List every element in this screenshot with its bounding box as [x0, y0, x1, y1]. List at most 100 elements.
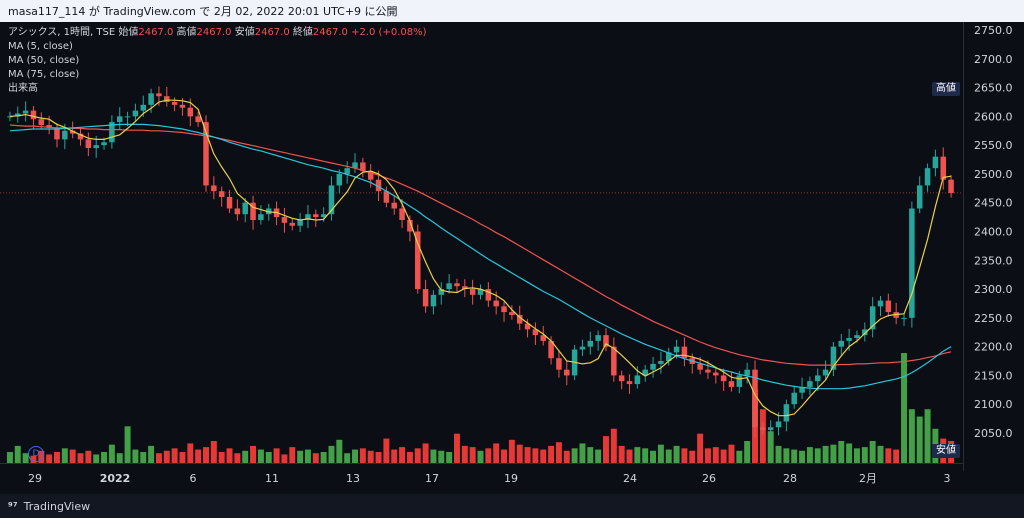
candle-body — [485, 289, 492, 301]
candle-body — [22, 110, 29, 114]
candle-body — [446, 283, 452, 290]
candle-body — [93, 145, 99, 149]
x-tick-label: 3 — [944, 472, 951, 485]
candle-body — [462, 286, 468, 290]
y-tick-label: 2150.0 — [974, 369, 1013, 382]
candle-body — [164, 96, 170, 102]
y-tick-label: 2650.0 — [974, 82, 1013, 95]
volume-bar — [148, 445, 155, 463]
candle-body — [132, 110, 139, 117]
candle-body — [501, 306, 507, 313]
volume-bar — [453, 433, 460, 463]
volume-bar — [650, 450, 657, 463]
chart-legend: アシックス, 1時間, TSE 始値2467.0 高値2467.0 安値2467… — [8, 26, 427, 96]
volume-bar — [203, 447, 209, 463]
low-tag: 安値 — [932, 444, 960, 458]
candle-body — [250, 202, 256, 220]
candle-body — [297, 219, 303, 226]
volume-bar — [673, 445, 680, 463]
candle-body — [681, 346, 688, 359]
candle-body — [328, 185, 335, 215]
volume-bar — [438, 450, 445, 463]
candle-body — [799, 386, 805, 393]
volume-bar — [571, 448, 578, 463]
price-chart[interactable] — [0, 22, 1024, 494]
candle-body — [69, 130, 76, 134]
volume-bar — [477, 450, 484, 463]
x-tick-label: 19 — [504, 472, 518, 485]
candle-body — [564, 369, 570, 376]
y-tick-label: 2300.0 — [974, 283, 1013, 296]
legend-volume[interactable]: 出来高 — [8, 83, 38, 94]
time-axis[interactable]: 29 2022 6 11 13 17 19 24 26 28 2月 3 — [0, 463, 963, 493]
legend-ma75[interactable]: MA (75, close) — [8, 69, 80, 80]
volume-bar — [61, 448, 68, 463]
volume-bar — [6, 452, 13, 463]
price-axis[interactable]: 2750.0 2700.0 2650.0 2600.0 2550.0 2500.0 2450… — [963, 22, 1024, 471]
volume-bar — [289, 447, 296, 463]
candle-body — [532, 329, 539, 336]
volume-bar — [877, 445, 884, 463]
candle-body — [775, 421, 782, 428]
candle-body — [211, 185, 217, 192]
candle-body — [171, 101, 178, 105]
chart-area[interactable] — [0, 22, 1024, 494]
candle-body — [46, 124, 52, 128]
legend-low: 2467.0 — [254, 27, 290, 38]
y-tick-label: 2600.0 — [974, 110, 1013, 123]
dividend-badge[interactable]: D — [28, 446, 44, 462]
ma5-line — [9, 99, 952, 417]
y-tick-label: 2100.0 — [974, 398, 1013, 411]
candle-body — [367, 171, 374, 180]
volume-bar — [297, 450, 304, 463]
candle-body — [705, 369, 711, 373]
volume-bar — [814, 448, 821, 463]
volume-bar — [367, 450, 374, 463]
y-tick-label: 2250.0 — [974, 312, 1013, 325]
candle-body — [822, 369, 829, 376]
volume-bar — [532, 448, 539, 463]
candle-body — [320, 214, 327, 218]
candle-body — [242, 202, 248, 215]
volume-bar — [124, 426, 131, 463]
candle-body — [924, 168, 931, 186]
candle-body — [665, 352, 672, 362]
volume-bar — [893, 449, 900, 463]
candle-body — [862, 329, 868, 336]
volume-bar — [485, 448, 492, 463]
volume-bar — [924, 409, 931, 463]
candle-body — [556, 358, 562, 370]
volume-bar — [375, 452, 382, 463]
candle-body — [830, 346, 837, 370]
candle-body — [38, 119, 45, 125]
volume-bar — [344, 453, 351, 463]
volume-bar — [320, 452, 327, 463]
candle-body — [516, 314, 523, 324]
volume-bar — [210, 441, 217, 463]
candle-body — [116, 116, 123, 123]
legend-ma50[interactable]: MA (50, close) — [8, 55, 80, 66]
candle-body — [603, 335, 609, 347]
candle-body — [736, 375, 743, 387]
candle-body — [767, 427, 774, 431]
candle-body — [430, 294, 437, 307]
volume-bar — [101, 452, 108, 463]
x-tick-label: 17 — [425, 472, 439, 485]
y-tick-label: 2200.0 — [974, 341, 1013, 354]
volume-bar — [163, 450, 170, 463]
candle-body — [869, 306, 876, 330]
candle-body — [407, 219, 413, 232]
volume-bar — [838, 441, 845, 463]
candle-body — [634, 375, 641, 385]
volume-bar — [195, 449, 202, 463]
legend-ma5[interactable]: MA (5, close) — [8, 41, 73, 52]
candle-body — [846, 338, 852, 341]
candle-body — [587, 340, 594, 347]
y-tick-label: 2750.0 — [974, 24, 1013, 37]
volume-bar — [767, 431, 774, 463]
volume-bar — [908, 409, 915, 463]
volume-bar — [218, 452, 225, 463]
candle-body — [626, 381, 633, 385]
volume-bar — [461, 445, 468, 463]
volume-bar — [697, 433, 704, 463]
